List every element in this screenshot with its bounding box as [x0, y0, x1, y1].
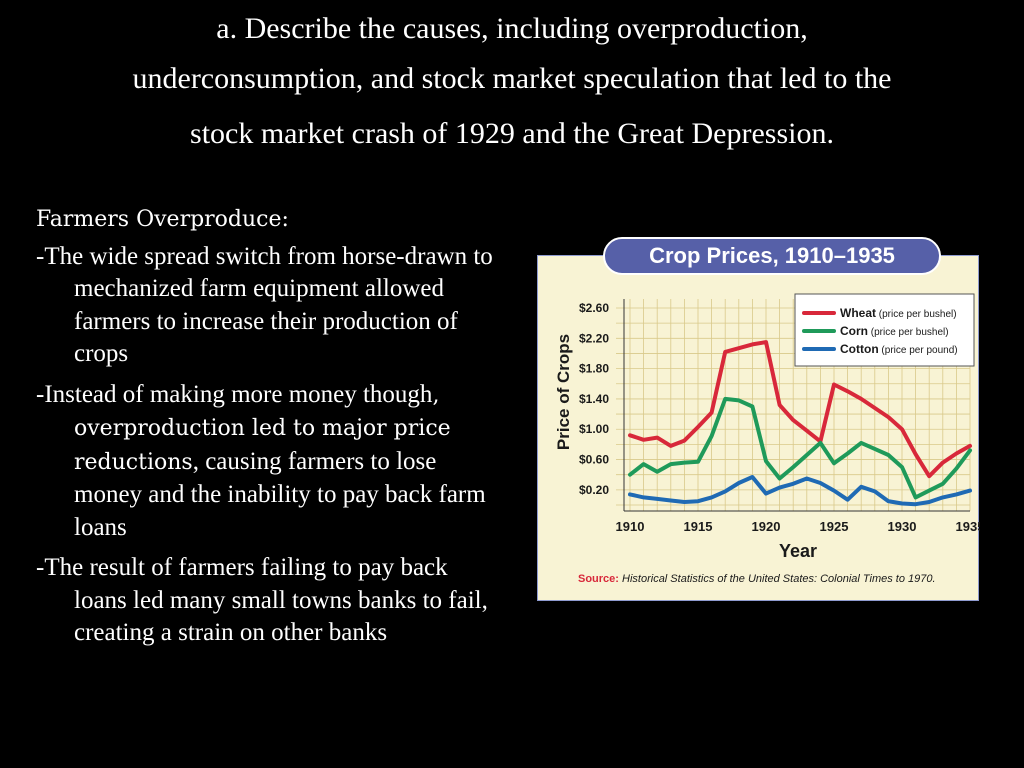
chart-svg: $2.60 $2.20 $1.80 $1.40 $1.00 $0.60 $0.20 1910 1…: [554, 293, 980, 585]
chart-legend: Wheat (price per bushel)Corn (price per …: [794, 293, 975, 367]
x-tick-label: 1920: [752, 519, 781, 534]
series-line-cotton: [628, 475, 972, 507]
legend-entry-wheat: Wheat (price per bushel): [840, 306, 957, 320]
source-text: Historical Statistics of the United Stat…: [619, 573, 936, 585]
x-tick-label: 1925: [820, 519, 849, 534]
legend-series-unit: (price per pound): [879, 345, 958, 356]
bullet-mechanization: -The wide spread switch from horse-drawn…: [36, 242, 493, 368]
x-tick-label: 1915: [684, 519, 713, 534]
legend-series-name: Wheat: [840, 306, 876, 320]
y-tick-label: $2.60: [579, 301, 609, 315]
bullet-2-suffix: , causing farmers to lose money and the …: [74, 447, 486, 541]
legend-series-unit: (price per bushel): [876, 309, 957, 320]
section-heading: Farmers Overproduce:: [36, 207, 289, 232]
series-line-corn: [628, 396, 972, 500]
legend-entry-cotton: Cotton (price per pound): [840, 342, 958, 356]
y-tick-label: $1.00: [579, 422, 609, 436]
x-tick-label: 1930: [888, 519, 917, 534]
bullet-price-reductions: -Instead of making more money though, ov…: [36, 379, 506, 545]
y-tick-label: $1.80: [579, 362, 609, 376]
y-axis-label: Price of Crops: [554, 334, 573, 450]
crop-prices-chart: $2.60 $2.20 $1.80 $1.40 $1.00 $0.60 $0.20 1910 1…: [537, 255, 980, 601]
chart-grid: [616, 299, 971, 511]
bullet-bank-failures: -The result of farmers failing to pay ba…: [36, 554, 488, 646]
chart-lines: [628, 340, 972, 507]
bullet-2-prefix: -Instead of making more money though: [36, 380, 433, 408]
y-tick-label: $0.60: [579, 453, 609, 467]
legend-series-name: Cotton: [840, 342, 879, 356]
legend-series-unit: (price per bushel): [868, 327, 949, 338]
legend-entry-corn: Corn (price per bushel): [840, 324, 949, 338]
chart-title: Crop Prices, 1910–1935: [603, 237, 941, 275]
title-line-1: a. Describe the causes, including overpr…: [216, 12, 808, 45]
chart-axes: $2.60 $2.20 $1.80 $1.40 $1.00 $0.60 $0.20 1910 1…: [579, 299, 980, 534]
bullet-2-emphasis: , overproduction led to major price redu…: [74, 382, 451, 475]
y-tick-label: $2.20: [579, 331, 609, 345]
x-tick-label: 1910: [616, 519, 645, 534]
title-line-2: underconsumption, and stock market specu…: [132, 62, 892, 95]
title-line-3: stock market crash of 1929 and the Great…: [190, 117, 834, 150]
source-label: Source:: [578, 573, 619, 585]
chart-source: Source: Historical Statistics of the Uni…: [578, 573, 936, 585]
y-tick-label: $0.20: [579, 483, 609, 497]
slide-title: a. Describe the causes, including overpr…: [20, 6, 1004, 164]
slide-body-text: Farmers Overproduce: -The wide spread sw…: [36, 204, 506, 650]
x-axis-label: Year: [779, 541, 817, 561]
legend-series-name: Corn: [840, 324, 868, 338]
series-line-wheat: [628, 340, 972, 479]
y-tick-label: $1.40: [579, 392, 609, 406]
x-tick-label: 1935: [956, 519, 980, 534]
